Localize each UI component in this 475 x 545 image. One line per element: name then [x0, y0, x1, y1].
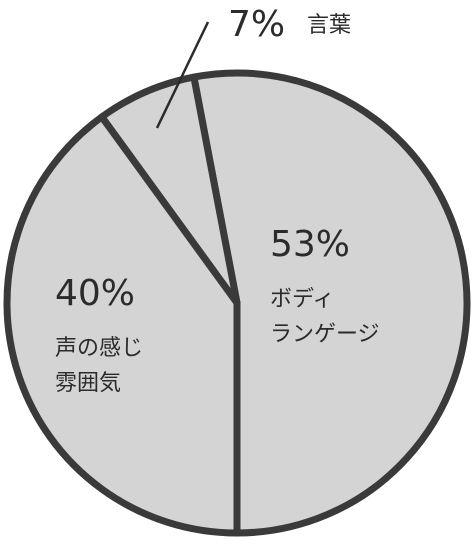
- pie-slice-voice: [3, 113, 241, 537]
- slice-label-body-language-percent: 53%: [270, 224, 350, 265]
- slice-label-body-language-line1: ボディ: [270, 287, 334, 312]
- pie-slices: [3, 69, 471, 537]
- slice-label-voice-line2: 雰囲気: [55, 371, 121, 396]
- pie-slice-body-language: [190, 69, 471, 537]
- slice-label-body-language-line2: ランゲージ: [270, 322, 380, 347]
- slice-label-words-name: 言葉: [307, 13, 351, 38]
- leader-line: [155, 21, 210, 129]
- slice-label-voice-line1: 声の感じ: [55, 336, 143, 361]
- slice-label-voice-percent: 40%: [55, 273, 135, 314]
- slice-label-words-percent: 7%: [228, 4, 285, 45]
